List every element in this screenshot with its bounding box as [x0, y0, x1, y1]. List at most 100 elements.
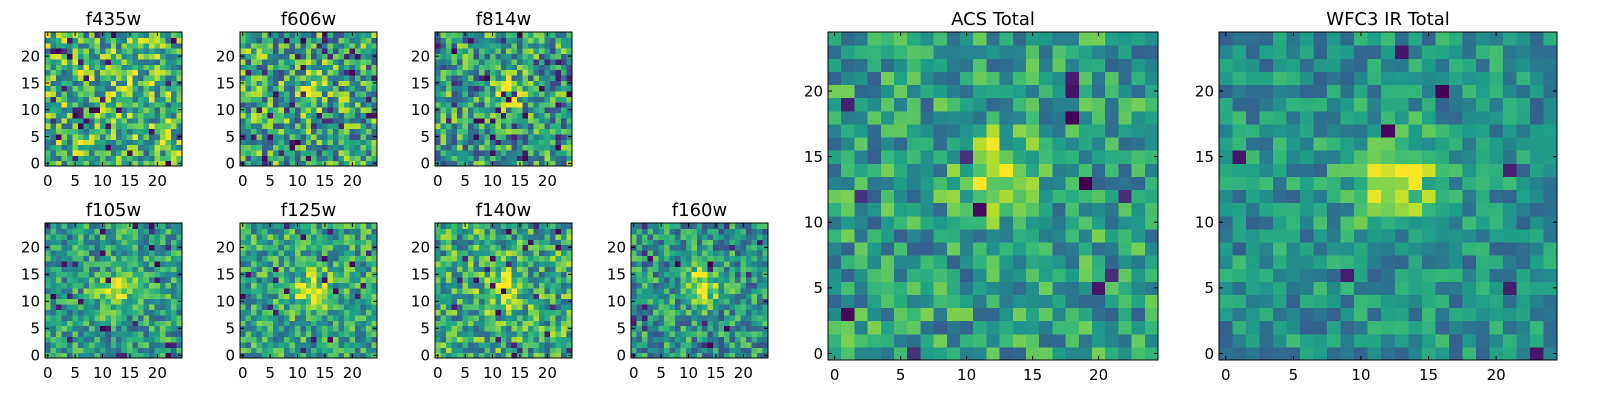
- heatmap-cell: [528, 352, 535, 359]
- heatmap-cell: [550, 48, 557, 55]
- heatmap-cell: [132, 149, 139, 156]
- heatmap-cell: [445, 228, 453, 235]
- heatmap-cells: [45, 223, 183, 359]
- heatmap-cell: [647, 293, 654, 300]
- heatmap-cell: [316, 96, 323, 103]
- heatmap-cell: [451, 255, 458, 262]
- heatmap-cell: [267, 239, 274, 246]
- heatmap-cell: [751, 314, 758, 321]
- heatmap-cell: [533, 233, 540, 240]
- heatmap-cell: [757, 228, 764, 235]
- heatmap-cell: [143, 260, 150, 267]
- heatmap-cell: [50, 325, 57, 332]
- heatmap-cell: [652, 320, 659, 327]
- heatmap-cell: [300, 341, 307, 348]
- heatmap-cell: [854, 320, 869, 335]
- heatmap-cell: [718, 271, 725, 278]
- heatmap-cell: [55, 347, 63, 354]
- heatmap-cell: [713, 271, 720, 278]
- heatmap-cell: [960, 320, 974, 335]
- heatmap-cell: [160, 260, 167, 267]
- heatmap-cell: [256, 58, 263, 65]
- heatmap-cell: [440, 58, 447, 65]
- heatmap-cell: [631, 266, 638, 273]
- heatmap-cell: [278, 325, 285, 332]
- heatmap-cell: [751, 223, 758, 229]
- heatmap-cell: [456, 85, 463, 92]
- heatmap-cell: [45, 64, 52, 71]
- heatmap-cell: [724, 336, 731, 343]
- heatmap-cell: [456, 155, 463, 162]
- heatmap-cell: [283, 139, 290, 146]
- heatmap-cell: [77, 101, 84, 108]
- heatmap-cell: [500, 293, 507, 300]
- heatmap-cell: [311, 123, 318, 130]
- heatmap-cell: [311, 287, 318, 294]
- heatmap-cell: [544, 325, 551, 332]
- x-tick-label: 0: [43, 364, 53, 382]
- heatmap-cell: [445, 90, 453, 97]
- heatmap-cell: [61, 96, 68, 103]
- heatmap-cell: [1012, 255, 1027, 269]
- heatmap-cell: [240, 287, 247, 294]
- heatmap-cell: [300, 282, 307, 289]
- heatmap-cell: [245, 133, 252, 140]
- heatmap-cell: [294, 309, 301, 316]
- heatmap-cell: [920, 215, 935, 230]
- heatmap-cell: [66, 85, 73, 92]
- heatmap-cell: [371, 331, 378, 337]
- heatmap-cell: [1092, 333, 1106, 348]
- heatmap-cell: [245, 331, 252, 337]
- heatmap-cell: [322, 37, 329, 44]
- heatmap-cell: [116, 244, 123, 251]
- heatmap-cell: [267, 266, 274, 273]
- heatmap-cell: [544, 255, 551, 262]
- heatmap-cell: [278, 331, 285, 337]
- heatmap-cell: [165, 64, 172, 71]
- heatmap-cell: [50, 352, 57, 359]
- heatmap-cell: [149, 223, 156, 229]
- heatmap-cell: [256, 48, 263, 55]
- heatmap-cell: [517, 304, 524, 310]
- heatmap-cell: [544, 85, 551, 92]
- heatmap-cell: [55, 64, 63, 71]
- heatmap-cell: [278, 48, 285, 55]
- heatmap-cell: [344, 149, 351, 156]
- heatmap-cell: [105, 37, 112, 44]
- heatmap-cell: [127, 133, 134, 140]
- heatmap-cell: [160, 239, 167, 246]
- heatmap-cell: [440, 74, 447, 81]
- heatmap-cell: [322, 255, 329, 262]
- heatmap-cell: [456, 123, 463, 130]
- heatmap-cell: [533, 90, 540, 97]
- heatmap-cell: [539, 128, 546, 135]
- heatmap-cell: [245, 271, 252, 278]
- heatmap-cell: [489, 101, 496, 108]
- heatmap-cell: [94, 96, 101, 103]
- heatmap-cell: [66, 139, 73, 146]
- heatmap-cell: [132, 155, 139, 162]
- heatmap-cell: [261, 101, 268, 108]
- heatmap-cell: [713, 347, 720, 354]
- heatmap-cell: [333, 336, 340, 343]
- heatmap-cell: [478, 320, 485, 327]
- heatmap-cell: [105, 53, 112, 60]
- heatmap-cell: [762, 255, 769, 262]
- heatmap-cell: [261, 85, 268, 92]
- heatmap-cell: [132, 336, 139, 343]
- heatmap-cell: [740, 244, 747, 251]
- heatmap-cell: [517, 144, 524, 151]
- heatmap-cell: [99, 74, 106, 81]
- heatmap-cell: [88, 112, 95, 119]
- heatmap-cell: [138, 149, 145, 156]
- heatmap-cell: [116, 255, 123, 262]
- heatmap-cell: [517, 255, 524, 262]
- heatmap-cell: [355, 244, 362, 251]
- heatmap-cell: [647, 244, 654, 251]
- heatmap-cell: [267, 244, 274, 251]
- heatmap-cell: [528, 123, 535, 130]
- heatmap-cell: [138, 128, 145, 135]
- heatmap-cell: [511, 96, 518, 103]
- heatmap-cell: [533, 37, 540, 44]
- heatmap-cell: [94, 69, 101, 76]
